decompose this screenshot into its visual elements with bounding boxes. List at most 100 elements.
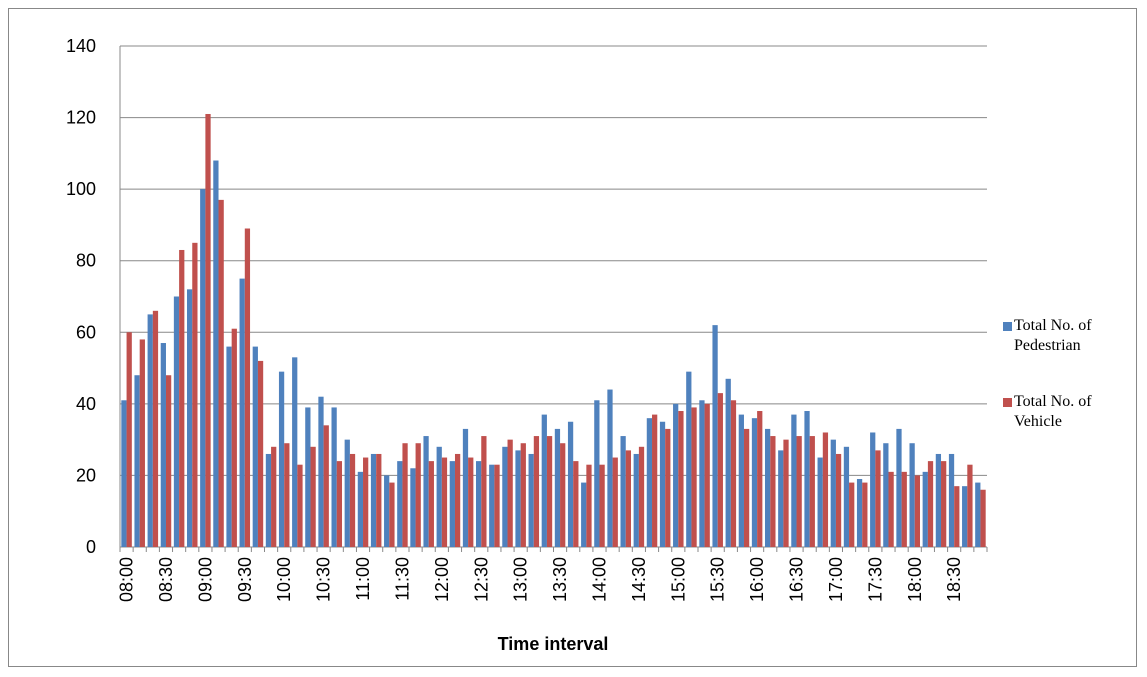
bar <box>594 400 600 547</box>
bar <box>200 189 206 547</box>
bar <box>914 475 921 547</box>
bar <box>730 400 737 547</box>
bar <box>468 457 474 547</box>
legend-swatch <box>1003 322 1012 331</box>
y-tick-label: 20 <box>76 465 96 485</box>
bar <box>822 432 829 547</box>
bar <box>875 450 881 547</box>
y-tick-label: 140 <box>66 36 96 56</box>
bar <box>599 464 605 547</box>
bar <box>389 482 395 547</box>
x-tick-label: 12:00 <box>432 557 452 602</box>
bar <box>541 414 547 547</box>
bar <box>665 428 671 547</box>
bar <box>573 461 579 547</box>
x-axis-title: Time interval <box>498 634 609 654</box>
x-tick-label: 14:30 <box>629 557 649 602</box>
bar <box>515 450 521 547</box>
bar <box>292 357 298 547</box>
bar <box>121 400 127 547</box>
x-tick-label: 18:00 <box>905 557 925 602</box>
bar <box>560 443 566 547</box>
bar <box>607 389 613 547</box>
x-tick-label: 12:30 <box>471 557 491 602</box>
bar <box>284 443 290 547</box>
bar <box>402 443 408 547</box>
legend-entry: Total No. of Vehicle <box>1014 393 1092 430</box>
bar <box>646 418 653 547</box>
bar <box>323 425 329 547</box>
y-tick-label: 40 <box>76 394 96 414</box>
bar <box>428 461 434 547</box>
x-tick-label: 08:30 <box>156 557 176 602</box>
bar <box>862 482 868 547</box>
bar <box>554 428 561 547</box>
x-tick-label: 17:30 <box>865 557 885 602</box>
bar <box>751 418 758 547</box>
bar <box>757 411 763 547</box>
bar <box>980 489 986 547</box>
legend-entry: Total No. of Pedestrian <box>1014 317 1092 354</box>
legend-label: Total No. of Pedestrian <box>1014 317 1092 354</box>
bar <box>743 428 750 547</box>
bar <box>962 486 968 547</box>
bar <box>423 436 429 547</box>
x-tick-label: 15:30 <box>708 557 728 602</box>
x-tick-label: 10:30 <box>314 557 334 602</box>
bar <box>192 242 198 548</box>
bar <box>349 453 356 547</box>
bar <box>975 482 981 547</box>
bar <box>586 464 592 547</box>
bar <box>791 414 797 547</box>
bar <box>454 453 461 547</box>
bar <box>520 443 526 547</box>
bar <box>370 453 377 547</box>
bar <box>226 346 232 547</box>
bar <box>134 375 140 547</box>
bar <box>796 436 802 547</box>
bar <box>546 436 553 547</box>
bar <box>691 407 697 547</box>
bar <box>678 411 684 547</box>
bar <box>567 421 574 547</box>
x-tick-label: 13:00 <box>511 557 531 602</box>
bar <box>244 228 251 547</box>
bar <box>764 428 771 547</box>
bar <box>954 486 960 547</box>
bar <box>494 464 500 547</box>
bar <box>173 296 180 547</box>
bar <box>830 439 836 547</box>
bar <box>533 436 540 547</box>
bar <box>856 479 863 547</box>
bar <box>205 113 211 547</box>
bar <box>896 428 902 547</box>
bar <box>581 482 587 547</box>
bar <box>376 453 382 547</box>
legend-label: Total No. of Vehicle <box>1014 393 1092 430</box>
bar <box>620 436 626 547</box>
bar <box>481 436 487 547</box>
bar <box>160 343 166 547</box>
bar <box>770 436 776 547</box>
bar <box>935 453 942 547</box>
bar <box>231 328 237 547</box>
bar <box>652 414 658 547</box>
bar <box>738 414 744 547</box>
x-tick-label: 09:00 <box>195 557 215 602</box>
bar <box>699 400 705 547</box>
bar <box>265 453 272 547</box>
bar <box>441 457 448 547</box>
bar <box>502 446 508 547</box>
x-tick-label: 10:00 <box>274 557 294 602</box>
x-tick-label: 16:30 <box>787 557 807 602</box>
bar <box>410 468 416 547</box>
bar <box>147 314 153 547</box>
bar <box>712 325 718 547</box>
bar <box>909 443 915 547</box>
bar <box>633 453 639 547</box>
bar <box>397 461 403 547</box>
bar <box>475 461 482 547</box>
x-tick-label: 13:30 <box>550 557 570 602</box>
y-tick-label: 0 <box>86 537 96 557</box>
